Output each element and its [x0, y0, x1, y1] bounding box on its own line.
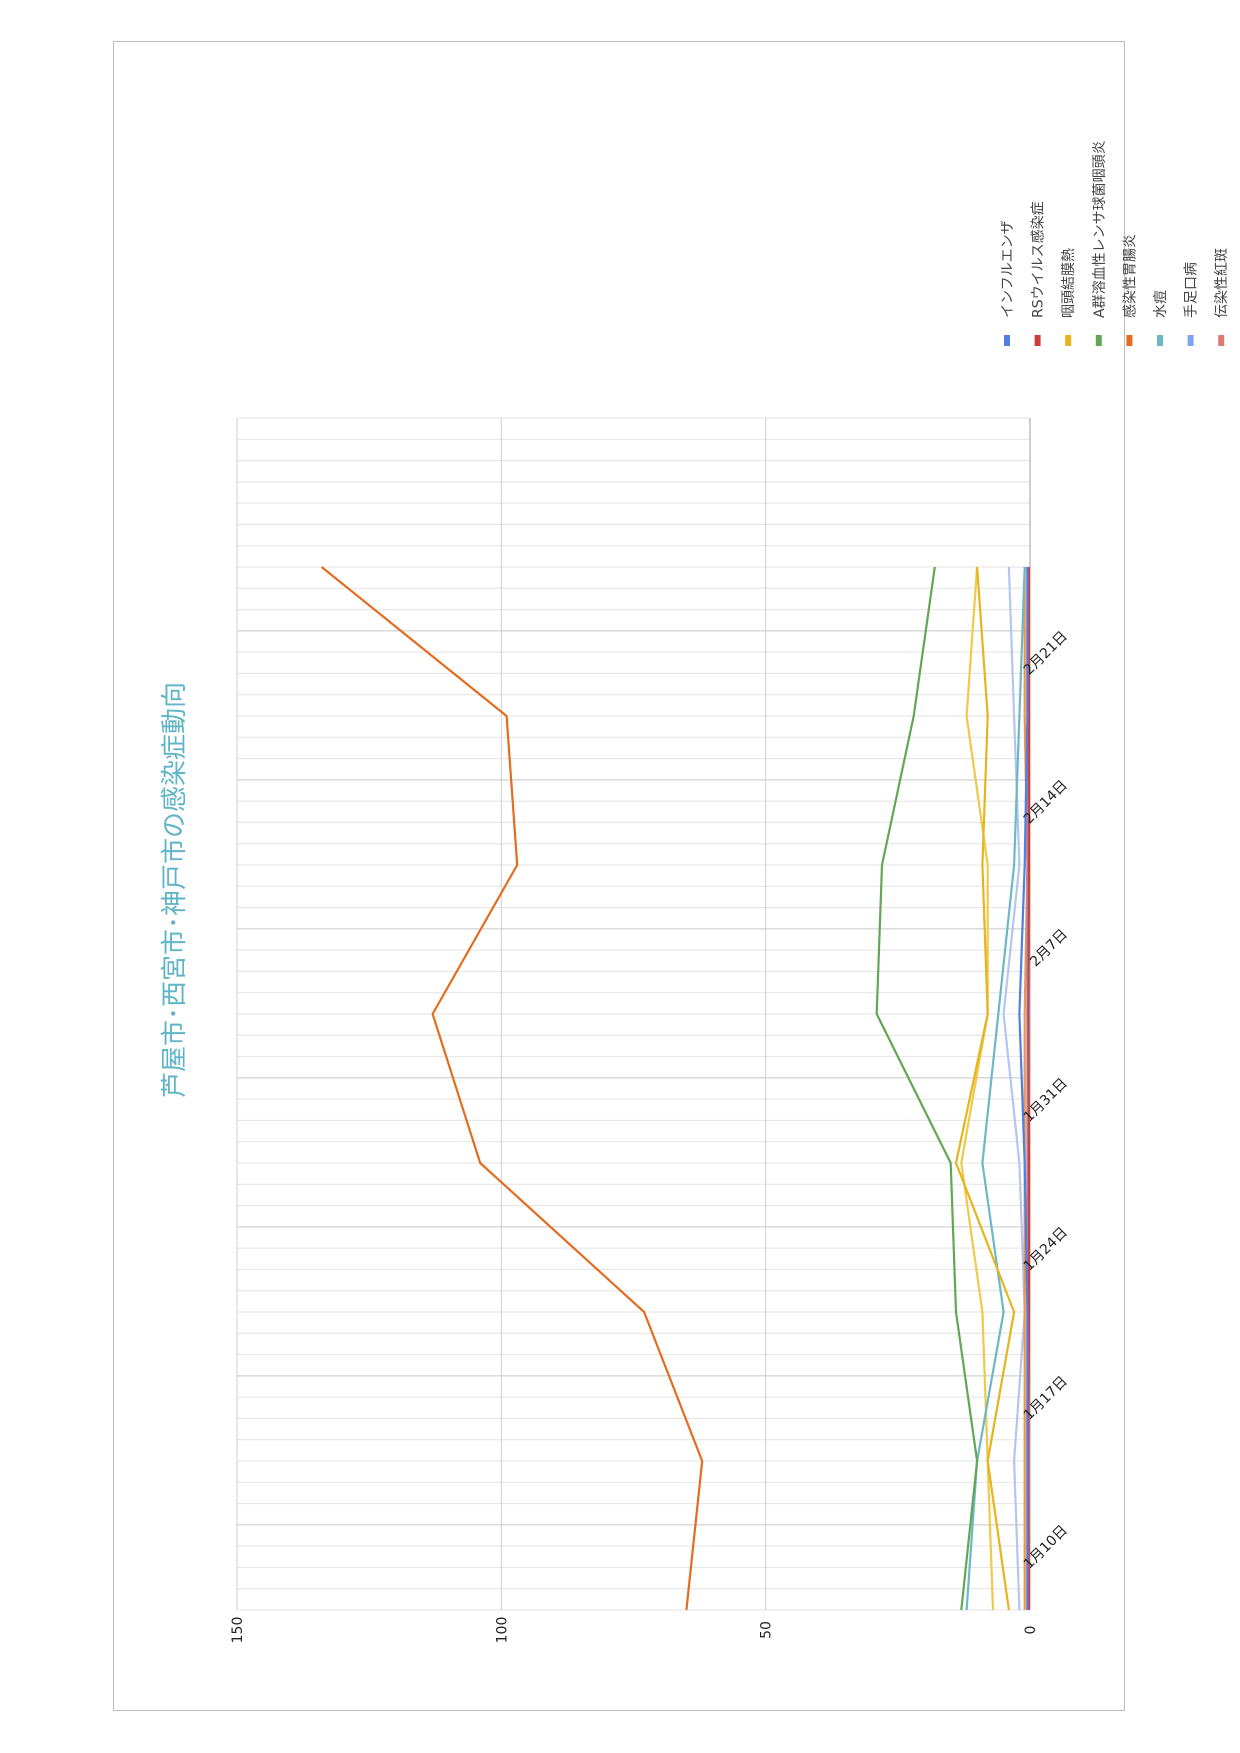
legend-swatch	[1004, 335, 1010, 346]
legend-item: RSウイルス感染症	[1030, 201, 1047, 346]
legend-item: 水痘	[1153, 290, 1169, 346]
y-tick-label: 0	[1023, 1626, 1039, 1635]
legend-swatch	[1034, 335, 1041, 346]
legend-label: 感染性胃腸炎	[1121, 234, 1138, 318]
legend-item: 感染性胃腸炎	[1121, 234, 1138, 346]
y-tick-label: 100	[494, 1617, 510, 1644]
y-tick-label: 150	[230, 1617, 246, 1644]
legend-label: A群溶血性レンサ球菌咽頭炎	[1092, 140, 1108, 318]
legend-swatch	[1218, 335, 1225, 346]
grid-layer	[236, 417, 1031, 1611]
chart-title: 芦屋市･西宮市･神戸市の感染症動向	[160, 682, 190, 1098]
legend-swatch	[1065, 335, 1072, 346]
legend-label: 手足口病	[1184, 262, 1200, 318]
legend-label: RSウイルス感染症	[1030, 201, 1047, 318]
legend-label: 伝染性紅斑	[1214, 248, 1230, 318]
series-line	[1018, 567, 1029, 1610]
legend-swatch	[1187, 335, 1194, 346]
legend-swatch	[1157, 335, 1163, 346]
legend-item: A群溶血性レンサ球菌咽頭炎	[1092, 140, 1108, 346]
chart-frame	[113, 41, 1125, 1711]
series-line	[965, 566, 1026, 1611]
y-tick-label: 50	[759, 1621, 775, 1639]
legend-label: 水痘	[1153, 290, 1169, 318]
series-line	[320, 566, 704, 1611]
legend-item: 咽頭結膜熱	[1061, 248, 1077, 346]
legend-label: インフルエンザ	[1000, 220, 1016, 318]
x-tick-label: 2月7日	[1027, 926, 1071, 970]
series-line	[1023, 567, 1029, 1610]
series-line	[875, 566, 979, 1611]
ticks-layer: 0501001501月10日1月17日1月24日1月31日2月7日2月14日2月…	[230, 628, 1071, 1643]
legend-swatch	[1095, 335, 1102, 346]
legend-item: インフルエンザ	[1000, 220, 1016, 346]
legend-layer: インフルエンザ RSウイルス感染症 咽頭結膜熱 A群溶血性レンサ球菌咽頭炎 感染性胃腸炎…	[1000, 140, 1230, 346]
legend-swatch	[1126, 335, 1133, 346]
series-line	[1002, 566, 1026, 1611]
series-line	[960, 566, 995, 1611]
legend-item: 手足口病	[1184, 262, 1200, 346]
series-line	[954, 566, 1016, 1611]
lines-layer	[320, 566, 1031, 1611]
legend-label: 咽頭結膜熱	[1061, 248, 1077, 318]
legend-item: 伝染性紅斑	[1214, 248, 1230, 346]
